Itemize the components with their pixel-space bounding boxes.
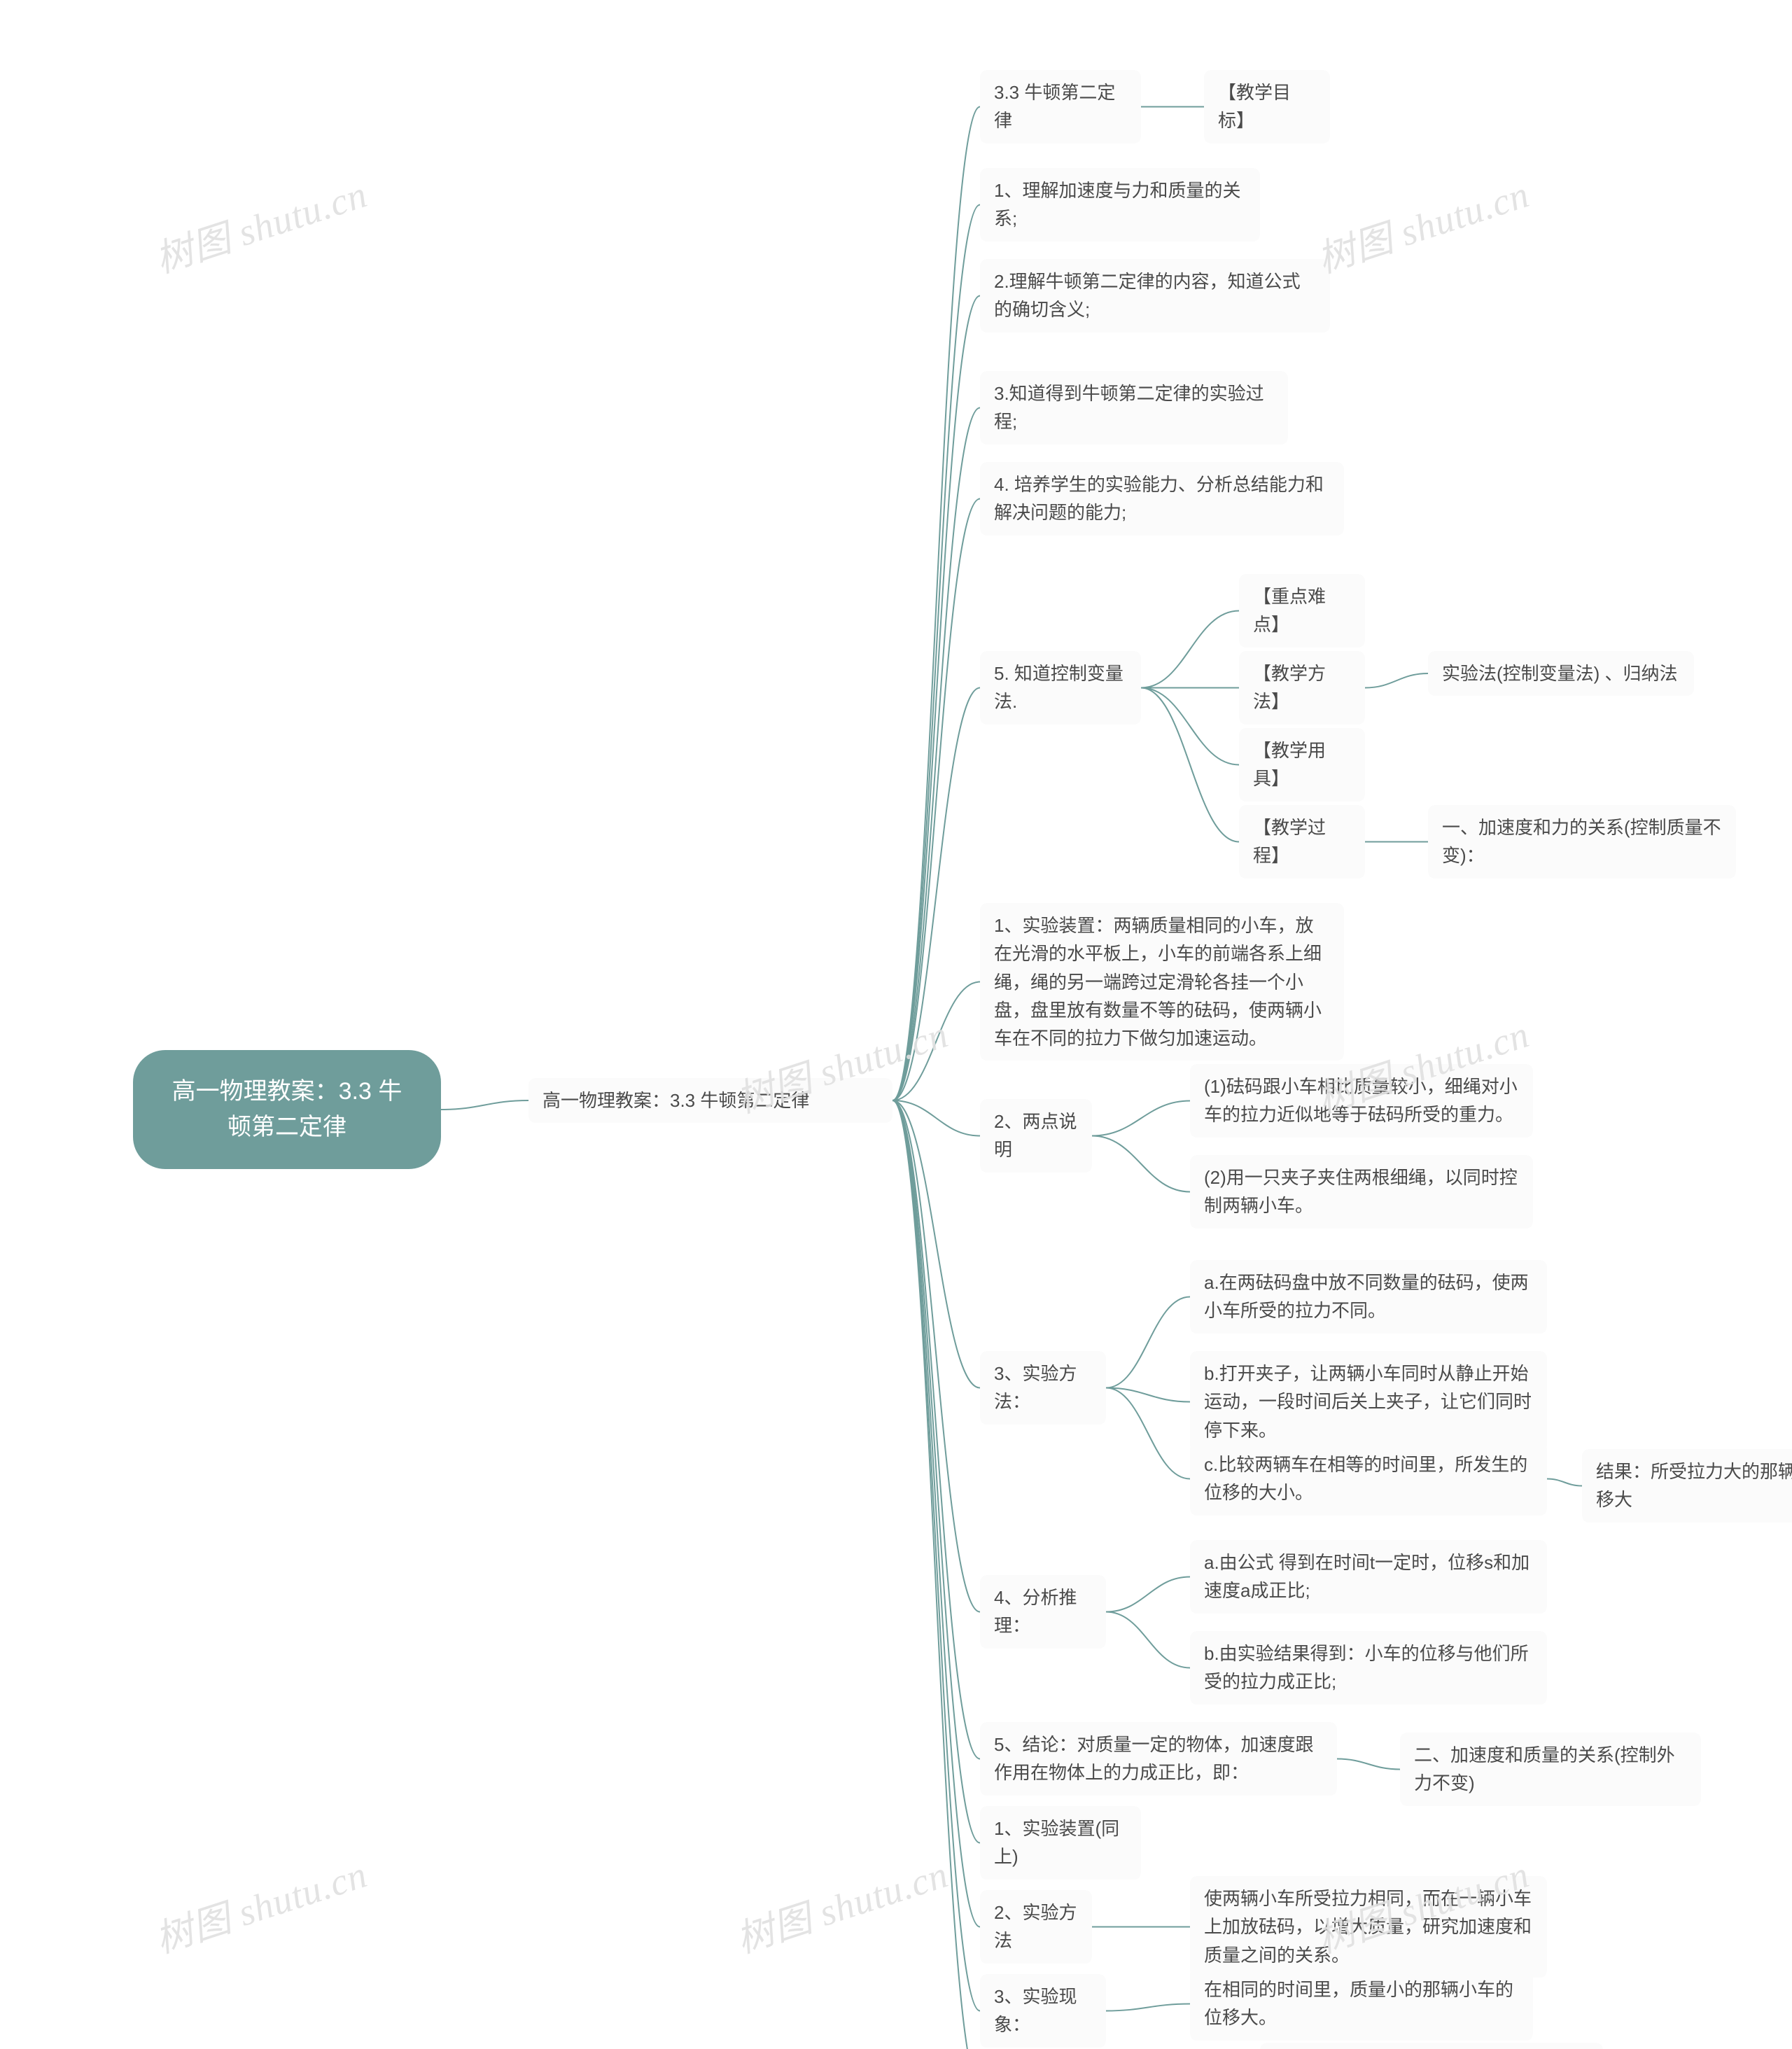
- node-label: 一、加速度和力的关系(控制质量不变)：: [1442, 817, 1721, 866]
- node-n6a[interactable]: 【重点难点】: [1239, 574, 1365, 648]
- node-label: b.由实验结果得到：小车的位移与他们所受的拉力成正比;: [1204, 1643, 1529, 1692]
- node-label: 二、加速度和质量的关系(控制外力不变): [1414, 1744, 1675, 1793]
- node-n10a[interactable]: a.由公式 得到在时间t一定时，位移s和加速度a成正比;: [1190, 1540, 1547, 1614]
- watermark: 树图 shutu.cn: [728, 1843, 954, 1964]
- node-label: 在相同的时间里，质量小的那辆小车的位移大。: [1204, 1979, 1513, 2028]
- node-label: b.打开夹子，让两辆小车同时从静止开始运动，一段时间后关上夹子，让它们同时停下来…: [1204, 1363, 1532, 1441]
- node-n2[interactable]: 1、理解加速度与力和质量的关系;: [980, 168, 1260, 242]
- node-label: 【教学方法】: [1253, 663, 1326, 712]
- node-label: a.在两砝码盘中放不同数量的砝码，使两小车所受的拉力不同。: [1204, 1272, 1529, 1321]
- node-n8b[interactable]: (2)用一只夹子夹住两根细绳，以同时控制两辆小车。: [1190, 1155, 1533, 1229]
- root-node[interactable]: 高一物理教案：3.3 牛顿第二定律: [133, 1050, 441, 1169]
- node-label: 5、结论：对质量一定的物体，加速度跟作用在物体上的力成正比，即：: [994, 1734, 1313, 1783]
- node-label: 3.知道得到牛顿第二定律的实验过程;: [994, 383, 1264, 432]
- node-label: 1、实验装置：两辆质量相同的小车，放在光滑的水平板上，小车的前端各系上细绳，绳的…: [994, 915, 1322, 1049]
- node-n6c[interactable]: 【教学用具】: [1239, 728, 1365, 802]
- node-n13[interactable]: 2、实验方法: [980, 1890, 1092, 1964]
- node-label: 5. 知道控制变量法.: [994, 663, 1124, 712]
- node-label: 3、实验方法：: [994, 1363, 1077, 1412]
- node-n6d[interactable]: 【教学过程】: [1239, 805, 1365, 879]
- trunk-node[interactable]: 高一物理教案：3.3 牛顿第二定律: [528, 1078, 892, 1123]
- node-n12[interactable]: 1、实验装置(同上): [980, 1806, 1141, 1880]
- node-label: 【重点难点】: [1253, 586, 1326, 635]
- node-label: 使两辆小车所受拉力相同，而在一辆小车上加放砝码，以增大质量，研究加速度和质量之间…: [1204, 1888, 1532, 1966]
- node-label: 【教学目标】: [1218, 82, 1291, 131]
- node-n9a[interactable]: a.在两砝码盘中放不同数量的砝码，使两小车所受的拉力不同。: [1190, 1260, 1547, 1334]
- node-label: 结果：所受拉力大的那辆小车，位移大: [1596, 1461, 1792, 1510]
- node-n6d1[interactable]: 一、加速度和力的关系(控制质量不变)：: [1428, 805, 1736, 879]
- watermark: 树图 shutu.cn: [147, 163, 373, 284]
- node-label: 实验法(控制变量法) 、归纳法: [1442, 663, 1678, 684]
- node-n14a[interactable]: 在相同的时间里，质量小的那辆小车的位移大。: [1190, 1967, 1533, 2041]
- node-label: 【教学过程】: [1253, 817, 1326, 866]
- node-label: 1、实验装置(同上): [994, 1818, 1119, 1867]
- node-n4[interactable]: 3.知道得到牛顿第二定律的实验过程;: [980, 371, 1288, 445]
- node-label: 4、分析推理：: [994, 1587, 1077, 1636]
- node-label: 4. 培养学生的实验能力、分析总结能力和解决问题的能力;: [994, 474, 1324, 523]
- node-n9c1[interactable]: 结果：所受拉力大的那辆小车，位移大: [1582, 1449, 1792, 1523]
- node-label: 1、理解加速度与力和质量的关系;: [994, 180, 1240, 229]
- node-label: (1)砝码跟小车相比质量较小，细绳对小车的拉力近似地等于砝码所受的重力。: [1204, 1076, 1518, 1125]
- node-label: 高一物理教案：3.3 牛顿第二定律: [542, 1090, 809, 1111]
- node-label: 3、实验现象：: [994, 1986, 1077, 2035]
- node-n3[interactable]: 2.理解牛顿第二定律的内容，知道公式的确切含义;: [980, 259, 1330, 333]
- node-label: 2.理解牛顿第二定律的内容，知道公式的确切含义;: [994, 271, 1301, 320]
- node-n9[interactable]: 3、实验方法：: [980, 1351, 1106, 1425]
- node-label: c.比较两辆车在相等的时间里，所发生的位移的大小。: [1204, 1454, 1527, 1503]
- node-n1a[interactable]: 【教学目标】: [1204, 70, 1330, 144]
- node-n9c[interactable]: c.比较两辆车在相等的时间里，所发生的位移的大小。: [1190, 1442, 1547, 1516]
- node-n11[interactable]: 5、结论：对质量一定的物体，加速度跟作用在物体上的力成正比，即：: [980, 1722, 1337, 1796]
- node-n10b[interactable]: b.由实验结果得到：小车的位移与他们所受的拉力成正比;: [1190, 1631, 1547, 1705]
- root-label: 高一物理教案：3.3 牛顿第二定律: [172, 1078, 402, 1140]
- node-n6b1[interactable]: 实验法(控制变量法) 、归纳法: [1428, 651, 1694, 696]
- mindmap-canvas: { "meta": { "type": "mindmap", "canvas":…: [0, 0, 1792, 2049]
- node-n13a[interactable]: 使两辆小车所受拉力相同，而在一辆小车上加放砝码，以增大质量，研究加速度和质量之间…: [1190, 1876, 1547, 1978]
- node-n11a[interactable]: 二、加速度和质量的关系(控制外力不变): [1400, 1733, 1701, 1806]
- watermark: 树图 shutu.cn: [1309, 163, 1535, 284]
- node-label: a.由公式 得到在时间t一定时，位移s和加速度a成正比;: [1204, 1552, 1530, 1601]
- node-label: 【教学用具】: [1253, 740, 1326, 789]
- node-n5[interactable]: 4. 培养学生的实验能力、分析总结能力和解决问题的能力;: [980, 462, 1344, 536]
- node-n6[interactable]: 5. 知道控制变量法.: [980, 651, 1141, 725]
- node-n9b[interactable]: b.打开夹子，让两辆小车同时从静止开始运动，一段时间后关上夹子，让它们同时停下来…: [1190, 1351, 1547, 1453]
- node-n6b[interactable]: 【教学方法】: [1239, 651, 1365, 725]
- node-label: 2、实验方法: [994, 1902, 1077, 1951]
- node-n10[interactable]: 4、分析推理：: [980, 1575, 1106, 1649]
- node-label: 2、两点说明: [994, 1111, 1077, 1160]
- node-n14[interactable]: 3、实验现象：: [980, 1974, 1106, 2048]
- node-n8[interactable]: 2、两点说明: [980, 1099, 1092, 1173]
- watermark: 树图 shutu.cn: [147, 1843, 373, 1964]
- node-label: 3.3 牛顿第二定律: [994, 82, 1115, 131]
- node-label: (2)用一只夹子夹住两根细绳，以同时控制两辆小车。: [1204, 1167, 1518, 1216]
- node-n1[interactable]: 3.3 牛顿第二定律: [980, 70, 1141, 144]
- node-n7[interactable]: 1、实验装置：两辆质量相同的小车，放在光滑的水平板上，小车的前端各系上细绳，绳的…: [980, 903, 1344, 1061]
- node-n15a[interactable]: 在相同的力作用下，物体的加速度跟物体的质量成反比，: [1260, 2043, 1603, 2049]
- node-n8a[interactable]: (1)砝码跟小车相比质量较小，细绳对小车的拉力近似地等于砝码所受的重力。: [1190, 1064, 1533, 1138]
